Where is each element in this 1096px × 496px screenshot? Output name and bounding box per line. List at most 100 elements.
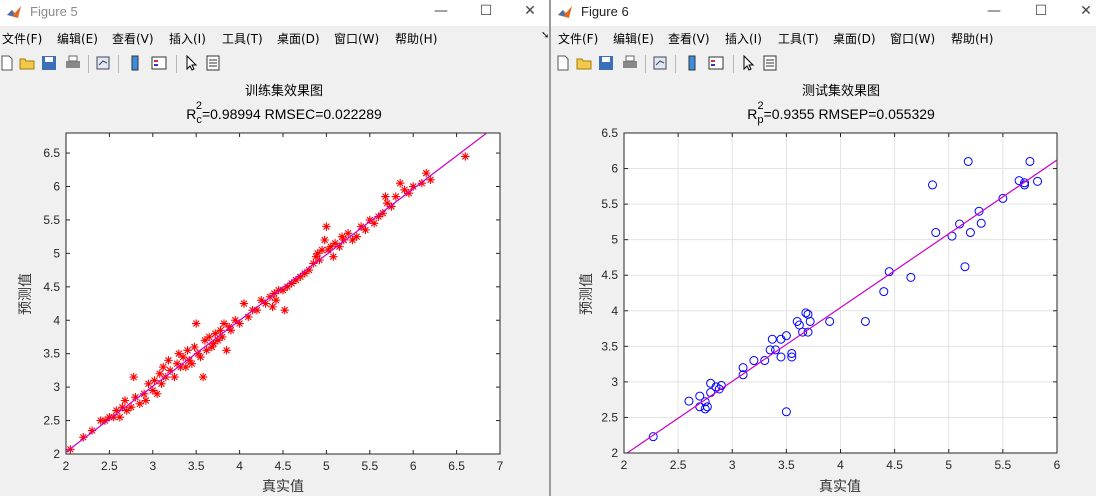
- data-point: [155, 369, 164, 378]
- menu-desktop[interactable]: 桌面(D): [833, 32, 876, 46]
- pointer-icon[interactable]: [182, 54, 200, 72]
- titlebar: Figure 5 — ☐ ✕: [0, 0, 549, 26]
- data-point: [159, 362, 168, 372]
- menu-help[interactable]: 帮助(H): [395, 32, 438, 46]
- x-tick-label: 6.5: [448, 459, 465, 473]
- y-tick-label: 6.5: [43, 146, 60, 160]
- menu-tools[interactable]: 工具(T): [778, 32, 819, 46]
- link-plot-icon[interactable]: [94, 54, 112, 72]
- menu-window[interactable]: 窗口(W): [890, 32, 936, 46]
- data-point: [224, 322, 234, 332]
- x-tick-label: 5: [945, 458, 952, 472]
- metric-r: R: [747, 106, 757, 122]
- property-inspector-icon[interactable]: [204, 54, 222, 72]
- matlab-logo-icon: [558, 6, 572, 18]
- chart-title: 测试集效果图: [802, 83, 880, 98]
- pointer-icon[interactable]: [739, 54, 757, 72]
- menu-view[interactable]: 查看(V): [112, 32, 154, 46]
- data-point: [200, 336, 210, 345]
- close-button[interactable]: ✕: [1080, 3, 1092, 19]
- matlab-logo-icon: [7, 6, 21, 18]
- data-point: [283, 282, 292, 292]
- property-inspector-icon[interactable]: [761, 54, 779, 72]
- data-point: [150, 376, 159, 385]
- x-tick-label: 2.5: [670, 458, 687, 472]
- data-point: [369, 219, 379, 228]
- close-button[interactable]: ✕: [524, 3, 536, 19]
- colorbar-icon[interactable]: [683, 54, 701, 72]
- menu-window[interactable]: 窗口(W): [334, 32, 380, 46]
- menu-view[interactable]: 查看(V): [668, 32, 710, 46]
- save-icon[interactable]: [40, 54, 58, 72]
- data-point: [765, 345, 775, 355]
- y-tick-label: 5: [611, 233, 618, 247]
- data-point: [165, 366, 175, 375]
- x-axis-label: 真实值: [819, 478, 861, 494]
- minimize-button[interactable]: —: [987, 3, 1001, 19]
- data-point: [118, 402, 127, 412]
- data-point: [141, 396, 151, 405]
- data-point: [771, 345, 781, 355]
- y-tick-label: 2: [611, 446, 618, 460]
- data-point: [323, 245, 333, 255]
- data-point: [381, 192, 390, 201]
- menu-insert[interactable]: 插入(I): [725, 32, 762, 46]
- toolbar-separator: [88, 55, 89, 73]
- titlebar: Figure 6 — ☐ ✕: [551, 0, 1096, 26]
- print-icon[interactable]: [64, 54, 82, 72]
- minimize-button[interactable]: —: [434, 3, 448, 19]
- data-point: [965, 228, 975, 238]
- data-point: [825, 316, 835, 326]
- data-point: [105, 413, 114, 422]
- new-file-icon[interactable]: [554, 54, 572, 72]
- data-point: [135, 399, 144, 409]
- data-point: [928, 180, 938, 190]
- save-icon[interactable]: [597, 54, 615, 72]
- print-icon[interactable]: [621, 54, 639, 72]
- metric-values: =0.9355 RMSEP=0.055329: [764, 106, 935, 122]
- data-point: [211, 329, 220, 338]
- menu-tools[interactable]: 工具(T): [222, 32, 263, 46]
- data-point: [382, 199, 392, 208]
- legend-icon[interactable]: [707, 54, 725, 72]
- menu-edit[interactable]: 编辑(E): [613, 32, 654, 46]
- x-tick-label: 2: [621, 458, 628, 472]
- data-point: [126, 402, 136, 412]
- data-point: [787, 348, 797, 358]
- data-point: [1033, 176, 1043, 186]
- menu-file[interactable]: 文件(F): [2, 32, 43, 46]
- legend-icon[interactable]: [150, 54, 168, 72]
- data-point: [776, 352, 786, 362]
- window-divider: [549, 0, 551, 496]
- maximize-button[interactable]: ☐: [479, 3, 493, 19]
- metric-text: Rp 2=0.9355 RMSEP=0.055329: [747, 100, 935, 126]
- new-file-icon[interactable]: [0, 54, 16, 72]
- menu-edit[interactable]: 编辑(E): [57, 32, 98, 46]
- data-point: [960, 262, 970, 272]
- data-point: [749, 356, 759, 366]
- data-point: [767, 334, 777, 344]
- menu-help[interactable]: 帮助(H): [951, 32, 994, 46]
- data-point: [244, 312, 253, 322]
- y-tick-label: 2.5: [43, 414, 60, 428]
- menu-insert[interactable]: 插入(I): [169, 32, 206, 46]
- colorbar-icon[interactable]: [126, 54, 144, 72]
- y-axis-label: 预测值: [17, 273, 33, 315]
- menu-overflow-icon[interactable]: ➘: [541, 30, 549, 41]
- data-point: [129, 372, 138, 382]
- data-point: [417, 178, 427, 188]
- data-point: [365, 215, 374, 225]
- data-point: [161, 372, 171, 382]
- y-tick-label: 3: [53, 380, 60, 394]
- link-plot-icon[interactable]: [651, 54, 669, 72]
- window-title: Figure 6: [581, 4, 629, 19]
- menu-desktop[interactable]: 桌面(D): [277, 32, 320, 46]
- data-point: [760, 356, 770, 366]
- y-tick-label: 6.5: [601, 126, 618, 140]
- open-folder-icon[interactable]: [18, 54, 36, 72]
- y-tick-label: 6: [611, 162, 618, 176]
- menu-file[interactable]: 文件(F): [558, 32, 599, 46]
- maximize-button[interactable]: ☐: [1034, 3, 1048, 19]
- x-tick-label: 2.5: [101, 459, 118, 473]
- open-folder-icon[interactable]: [575, 54, 593, 72]
